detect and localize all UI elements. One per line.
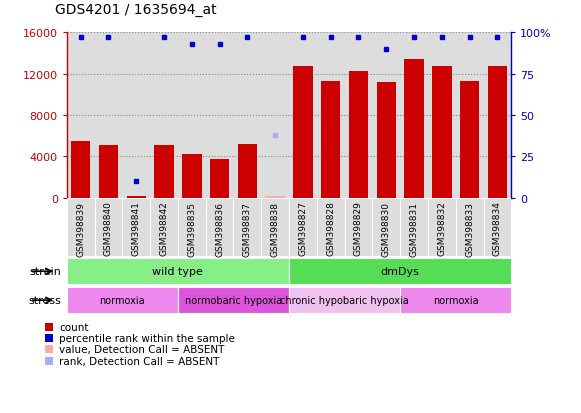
Bar — [178, 287, 289, 313]
Text: GSM398834: GSM398834 — [493, 201, 502, 256]
Text: GSM398829: GSM398829 — [354, 201, 363, 256]
Text: wild type: wild type — [152, 266, 203, 277]
Text: GSM398833: GSM398833 — [465, 201, 474, 256]
Text: normobaric hypoxia: normobaric hypoxia — [185, 295, 282, 306]
Bar — [210, 160, 229, 198]
Bar — [321, 82, 340, 198]
Text: GSM398830: GSM398830 — [382, 201, 391, 256]
Text: value, Detection Call = ABSENT: value, Detection Call = ABSENT — [59, 344, 225, 354]
Bar — [127, 196, 146, 198]
Bar — [67, 198, 95, 256]
Text: GSM398827: GSM398827 — [299, 201, 307, 256]
Text: GSM398841: GSM398841 — [132, 201, 141, 256]
Bar — [400, 198, 428, 256]
Text: strain: strain — [29, 266, 61, 277]
Text: GSM398831: GSM398831 — [410, 201, 418, 256]
Bar — [261, 33, 289, 198]
Bar — [289, 33, 317, 198]
Text: chronic hypobaric hypoxia: chronic hypobaric hypoxia — [280, 295, 409, 306]
Bar — [234, 198, 261, 256]
Text: GSM398837: GSM398837 — [243, 201, 252, 256]
Bar — [99, 146, 118, 198]
Bar — [238, 145, 257, 198]
Bar — [289, 198, 317, 256]
Bar — [345, 198, 372, 256]
Bar — [317, 33, 345, 198]
Bar — [372, 33, 400, 198]
Bar — [206, 198, 234, 256]
Bar — [483, 198, 511, 256]
Bar — [317, 198, 345, 256]
Bar — [178, 33, 206, 198]
Bar — [95, 33, 123, 198]
Bar — [483, 33, 511, 198]
Bar — [404, 60, 424, 198]
Text: GSM398838: GSM398838 — [271, 201, 279, 256]
Text: rank, Detection Call = ABSENT: rank, Detection Call = ABSENT — [59, 356, 220, 366]
Bar — [428, 198, 456, 256]
Bar — [150, 198, 178, 256]
Bar — [349, 72, 368, 198]
Bar — [150, 33, 178, 198]
Bar — [123, 33, 150, 198]
Bar — [460, 82, 479, 198]
Bar — [400, 287, 511, 313]
Text: GSM398828: GSM398828 — [326, 201, 335, 256]
Bar — [376, 83, 396, 198]
Bar — [182, 155, 202, 198]
Text: GSM398835: GSM398835 — [187, 201, 196, 256]
Bar — [206, 33, 234, 198]
Text: normoxia: normoxia — [99, 295, 145, 306]
Text: GSM398839: GSM398839 — [76, 201, 85, 256]
Text: percentile rank within the sample: percentile rank within the sample — [59, 333, 235, 343]
Text: GSM398836: GSM398836 — [215, 201, 224, 256]
Bar — [67, 33, 95, 198]
Bar — [428, 33, 456, 198]
Text: count: count — [59, 322, 89, 332]
Text: stress: stress — [28, 295, 61, 306]
Bar — [266, 197, 285, 198]
Bar — [155, 146, 174, 198]
Text: normoxia: normoxia — [433, 295, 479, 306]
Bar — [400, 33, 428, 198]
Bar — [123, 198, 150, 256]
Bar — [432, 67, 451, 198]
Bar — [289, 287, 400, 313]
Text: GSM398832: GSM398832 — [437, 201, 446, 256]
Bar — [67, 259, 289, 285]
Text: dmDys: dmDys — [381, 266, 419, 277]
Bar — [71, 141, 91, 198]
Bar — [456, 198, 483, 256]
Bar — [289, 259, 511, 285]
Bar — [67, 287, 178, 313]
Bar — [95, 198, 123, 256]
Bar — [293, 67, 313, 198]
Bar — [261, 198, 289, 256]
Bar — [345, 33, 372, 198]
Bar — [178, 198, 206, 256]
Text: GDS4201 / 1635694_at: GDS4201 / 1635694_at — [55, 2, 217, 17]
Text: GSM398842: GSM398842 — [160, 201, 168, 256]
Bar — [456, 33, 483, 198]
Bar — [487, 67, 507, 198]
Text: GSM398840: GSM398840 — [104, 201, 113, 256]
Bar — [234, 33, 261, 198]
Bar — [372, 198, 400, 256]
